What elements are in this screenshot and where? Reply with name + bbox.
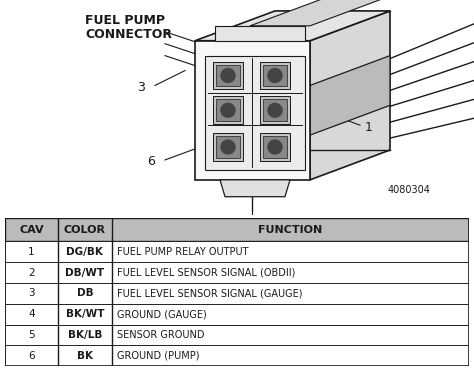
Bar <box>5 304 469 324</box>
Polygon shape <box>263 136 287 158</box>
Text: FUEL PUMP RELAY OUTPUT: FUEL PUMP RELAY OUTPUT <box>117 247 249 257</box>
Polygon shape <box>220 180 290 197</box>
Text: FUEL LEVEL SENSOR SIGNAL (OBDII): FUEL LEVEL SENSOR SIGNAL (OBDII) <box>117 268 295 278</box>
Text: 6: 6 <box>28 351 35 361</box>
Text: 3: 3 <box>137 81 145 94</box>
Text: BK: BK <box>77 351 93 361</box>
Polygon shape <box>263 100 287 121</box>
Circle shape <box>268 68 282 83</box>
Text: FUEL LEVEL SENSOR SIGNAL (GAUGE): FUEL LEVEL SENSOR SIGNAL (GAUGE) <box>117 288 303 298</box>
Text: FUEL PUMP: FUEL PUMP <box>85 14 165 27</box>
Bar <box>5 241 469 262</box>
Bar <box>5 324 469 346</box>
Polygon shape <box>205 56 305 170</box>
Polygon shape <box>250 0 390 26</box>
Polygon shape <box>216 100 240 121</box>
Text: 4: 4 <box>248 225 256 238</box>
Text: BK/WT: BK/WT <box>65 309 104 319</box>
Circle shape <box>268 103 282 117</box>
Polygon shape <box>260 133 290 161</box>
Bar <box>5 262 469 283</box>
Polygon shape <box>215 26 305 41</box>
Bar <box>5 218 469 241</box>
Polygon shape <box>195 11 390 41</box>
Text: DB/WT: DB/WT <box>65 268 104 278</box>
Text: BK/LB: BK/LB <box>68 330 102 340</box>
Text: FUNCTION: FUNCTION <box>258 225 322 235</box>
Polygon shape <box>213 133 243 161</box>
Text: GROUND (PUMP): GROUND (PUMP) <box>117 351 200 361</box>
Text: 6: 6 <box>147 155 155 168</box>
Text: COLOR: COLOR <box>64 225 106 235</box>
Text: DG/BK: DG/BK <box>66 247 103 257</box>
Polygon shape <box>216 136 240 158</box>
Polygon shape <box>310 11 390 180</box>
Text: 1: 1 <box>28 247 35 257</box>
Text: 3: 3 <box>28 288 35 298</box>
Bar <box>5 283 469 304</box>
Polygon shape <box>213 96 243 124</box>
Polygon shape <box>260 61 290 90</box>
Text: CAV: CAV <box>19 225 44 235</box>
Text: 4080304: 4080304 <box>387 185 430 195</box>
Polygon shape <box>195 41 310 180</box>
Polygon shape <box>216 65 240 87</box>
Bar <box>5 346 469 366</box>
Polygon shape <box>213 61 243 90</box>
Circle shape <box>221 103 235 117</box>
Text: GROUND (GAUGE): GROUND (GAUGE) <box>117 309 207 319</box>
Circle shape <box>221 140 235 154</box>
Polygon shape <box>263 65 287 87</box>
Polygon shape <box>260 96 290 124</box>
Text: 5: 5 <box>28 330 35 340</box>
Text: SENSOR GROUND: SENSOR GROUND <box>117 330 205 340</box>
Text: 4: 4 <box>28 309 35 319</box>
Text: DB: DB <box>77 288 93 298</box>
Text: CONNECTOR: CONNECTOR <box>85 28 172 41</box>
Text: 2: 2 <box>28 268 35 278</box>
Polygon shape <box>310 56 390 135</box>
Text: 1: 1 <box>365 121 373 134</box>
Circle shape <box>268 140 282 154</box>
Circle shape <box>221 68 235 83</box>
